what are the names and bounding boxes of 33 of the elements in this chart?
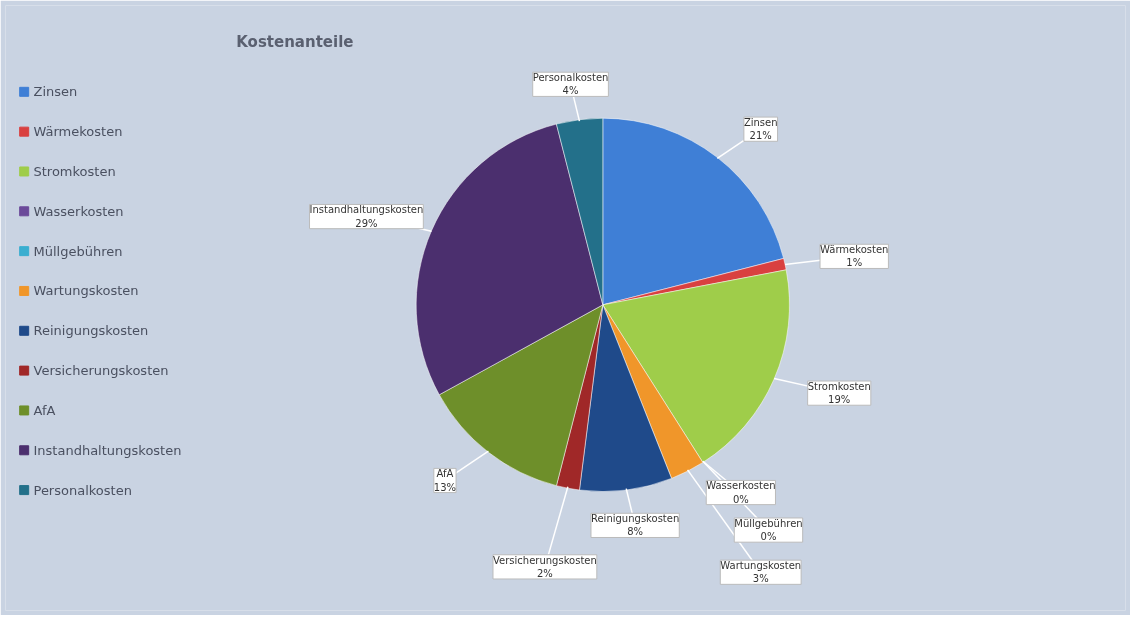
chart-title: Kostenanteile [236, 32, 354, 51]
category-label: Müllgebühren [734, 517, 803, 529]
data-label: 8% [627, 526, 644, 538]
data-label: 1% [846, 257, 863, 269]
legend-label: Müllgebühren [33, 243, 123, 259]
legend-label: Wartungskosten [33, 283, 139, 299]
slice-label: Reinigungskosten [590, 513, 680, 525]
data-label: 13% [433, 481, 457, 493]
data-label: 19% [828, 394, 851, 406]
text: 0% [732, 493, 749, 505]
data-label: 21% [749, 130, 772, 142]
legend-label: Wärmekosten [33, 124, 123, 140]
legend-label: Reinigungskosten [33, 323, 149, 339]
slice-label: Personalkosten [532, 72, 609, 84]
slice-label: Wärmekosten [820, 244, 889, 256]
legend-label: Personalkosten [33, 482, 132, 498]
category-label: Wasserkosten [706, 480, 776, 492]
slice-label: Stromkosten [807, 381, 871, 393]
slice-label: Instandhaltungskosten [309, 204, 424, 216]
data-label: 3% [752, 573, 769, 585]
legend-label: Zinsen [33, 84, 78, 100]
slice-label: Wartungskosten [720, 560, 802, 572]
slice-label: AfA [436, 468, 454, 480]
data-label: 4% [562, 85, 579, 97]
legend-label: Instandhaltungskosten [33, 442, 182, 458]
legend-label: Versicherungskosten [33, 363, 169, 379]
data-label: 2% [536, 567, 553, 579]
legend-label: Wasserkosten [33, 203, 124, 219]
slice-label: Versicherungskosten [493, 554, 597, 566]
legend-label: AfA [33, 402, 56, 418]
legend-label: Stromkosten [33, 163, 116, 179]
text: 0% [760, 531, 777, 543]
slice-label: Zinsen [743, 117, 778, 129]
